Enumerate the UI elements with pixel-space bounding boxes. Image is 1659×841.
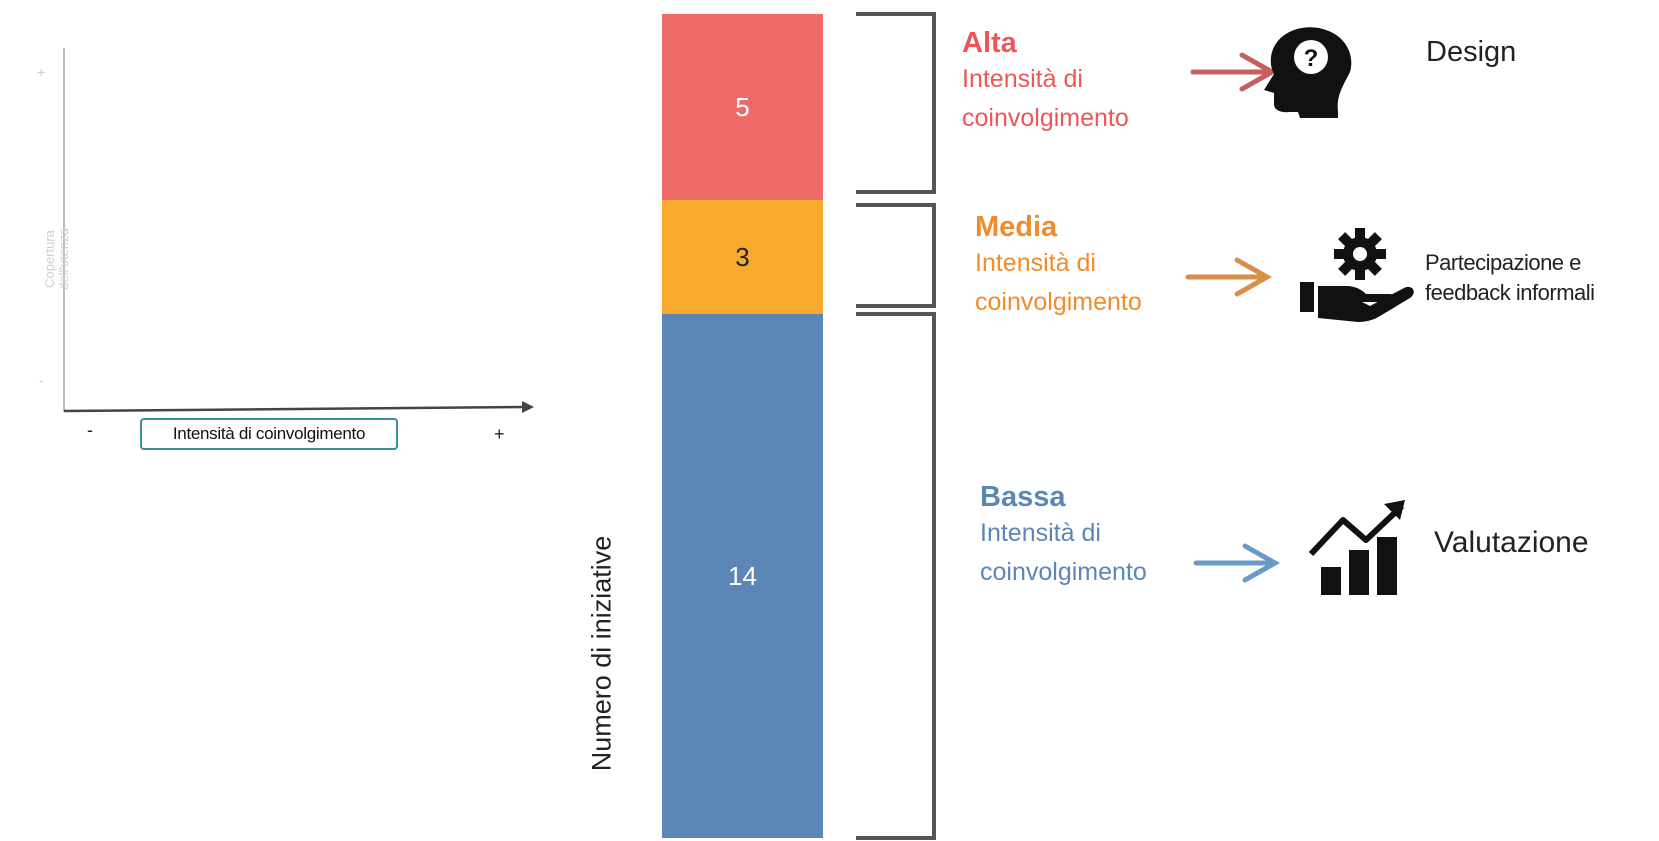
- mini-x-axis-arrowhead: [522, 401, 534, 413]
- level-alta-line2: coinvolgimento: [962, 104, 1129, 132]
- bar-segment-alta: 5: [662, 14, 823, 200]
- mini-y-tick-top: +: [37, 64, 46, 80]
- outcome-valutazione: Valutazione: [1434, 526, 1589, 559]
- outcome-partecipazione-line2: feedback informali: [1425, 280, 1595, 305]
- mini-x-tick-left: -: [87, 420, 93, 440]
- arrow-media: [1185, 257, 1273, 297]
- level-media-line1: Intensità di: [975, 249, 1096, 277]
- mini-x-axis: [63, 405, 526, 413]
- level-bassa-title: Bassa: [980, 481, 1066, 513]
- mini-x-axis-label: Intensità di coinvolgimento: [140, 418, 398, 450]
- mini-y-tick-bottom: -: [39, 372, 44, 388]
- level-media: Media Intensità di coinvolgimento: [975, 210, 1142, 322]
- level-alta-title: Alta: [962, 27, 1017, 59]
- arrow-alta: [1190, 52, 1278, 92]
- level-alta: Alta Intensità di coinvolgimento: [962, 26, 1129, 138]
- outcome-partecipazione-line1: Partecipazione e: [1425, 250, 1581, 275]
- hand-gear-icon: [1300, 228, 1414, 322]
- outcome-partecipazione: Partecipazione e feedback informali: [1425, 248, 1595, 308]
- level-bassa-line2: coinvolgimento: [980, 558, 1147, 586]
- level-bassa-line1: Intensità di: [980, 519, 1101, 547]
- bracket-media: [856, 203, 936, 308]
- chart-growth-icon: [1308, 500, 1405, 595]
- head-question-icon: ?: [1264, 27, 1352, 118]
- arrow-bassa: [1193, 543, 1281, 583]
- bracket-bassa: [856, 312, 936, 840]
- bar-segment-bassa: 14: [662, 314, 823, 838]
- mini-x-tick-right: +: [494, 424, 505, 444]
- bracket-alta: [856, 12, 936, 194]
- level-bassa: Bassa Intensità di coinvolgimento: [980, 480, 1147, 592]
- outcome-design: Design: [1426, 36, 1517, 68]
- level-media-line2: coinvolgimento: [975, 288, 1142, 316]
- level-alta-line1: Intensità di: [962, 65, 1083, 93]
- svg-text:?: ?: [1304, 45, 1319, 72]
- level-media-title: Media: [975, 211, 1058, 243]
- mini-axes: [63, 48, 534, 413]
- bar-segment-media: 3: [662, 200, 823, 314]
